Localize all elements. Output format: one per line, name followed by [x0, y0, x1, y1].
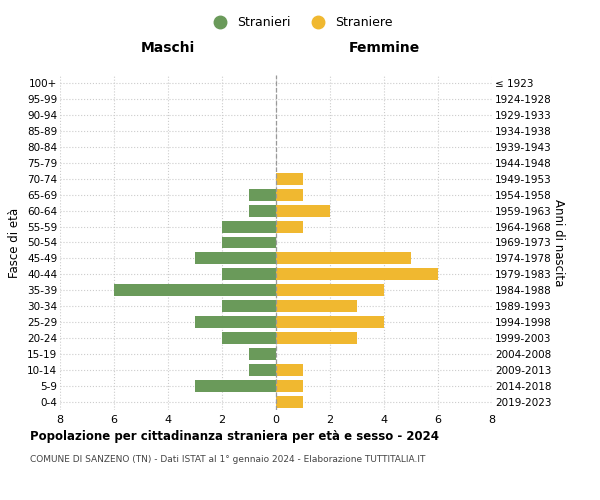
Bar — [276, 380, 303, 392]
Text: Popolazione per cittadinanza straniera per età e sesso - 2024: Popolazione per cittadinanza straniera p… — [30, 430, 439, 443]
Text: Maschi: Maschi — [141, 41, 195, 55]
Bar — [249, 348, 276, 360]
Bar — [249, 364, 276, 376]
Bar — [276, 396, 303, 408]
Bar — [195, 380, 276, 392]
Y-axis label: Fasce di età: Fasce di età — [8, 208, 22, 278]
Legend: Stranieri, Straniere: Stranieri, Straniere — [202, 11, 398, 34]
Bar — [222, 300, 276, 312]
Bar — [195, 316, 276, 328]
Bar — [276, 172, 303, 184]
Bar — [276, 316, 384, 328]
Text: Femmine: Femmine — [349, 41, 419, 55]
Bar — [276, 364, 303, 376]
Bar — [276, 220, 303, 232]
Bar — [276, 252, 411, 264]
Bar — [276, 332, 357, 344]
Bar — [276, 268, 438, 280]
Bar — [276, 284, 384, 296]
Bar — [276, 204, 330, 216]
Text: COMUNE DI SANZENO (TN) - Dati ISTAT al 1° gennaio 2024 - Elaborazione TUTTITALIA: COMUNE DI SANZENO (TN) - Dati ISTAT al 1… — [30, 455, 425, 464]
Bar — [222, 332, 276, 344]
Bar — [195, 252, 276, 264]
Bar — [114, 284, 276, 296]
Y-axis label: Anni di nascita: Anni di nascita — [553, 199, 565, 286]
Bar — [249, 204, 276, 216]
Bar — [249, 188, 276, 200]
Bar — [222, 236, 276, 248]
Bar — [222, 220, 276, 232]
Bar — [222, 268, 276, 280]
Bar — [276, 188, 303, 200]
Bar — [276, 300, 357, 312]
